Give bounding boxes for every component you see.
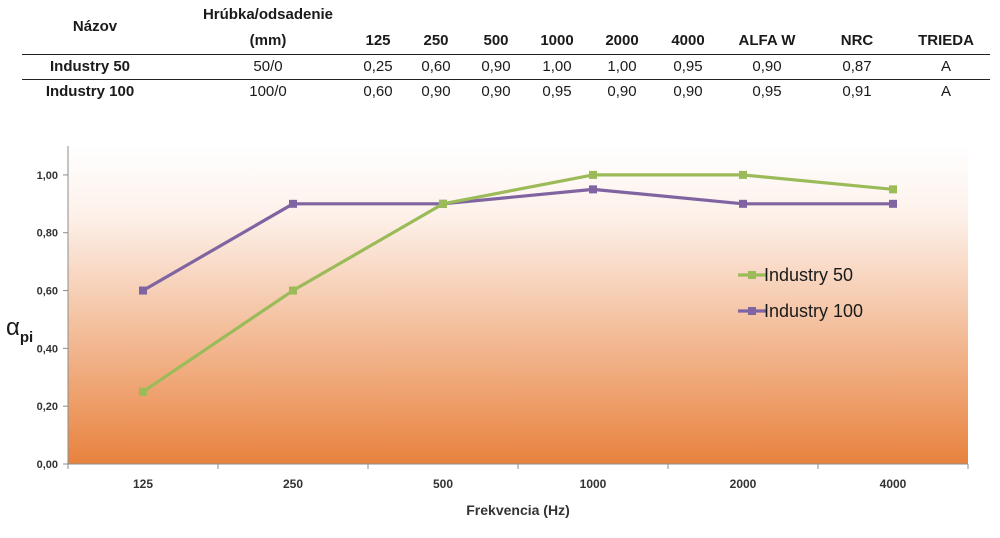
header-alfa-w: ALFA W: [738, 32, 796, 49]
y-tick-label: 1,00: [37, 170, 58, 182]
data-point: [139, 286, 147, 295]
y-tick-label: 0,80: [37, 228, 58, 240]
header-hrubka: Hrúbka/odsadenie: [202, 6, 334, 23]
legend-swatch-marker: [748, 307, 756, 315]
legend-swatch-marker: [748, 271, 756, 279]
y-axis-label-main: α: [6, 314, 20, 341]
x-tick-label: 4000: [880, 477, 907, 491]
plot-background: [68, 146, 968, 464]
row-nrc: 0,87: [842, 58, 872, 75]
series-line: [142, 173, 894, 394]
x-tick-label: 500: [433, 477, 453, 491]
row-nrc: 0,91: [842, 83, 872, 100]
row-value-500: 0,90: [481, 83, 511, 100]
table-rule-middle: [22, 79, 990, 80]
row-value-125: 0,60: [363, 83, 393, 100]
legend-item: Industry 100: [738, 301, 863, 321]
data-point: [439, 199, 447, 208]
data-point: [139, 387, 147, 396]
y-tick-label: 0,60: [37, 286, 58, 298]
header-trieda: TRIEDA: [918, 32, 974, 49]
row-value-4000: 0,90: [673, 83, 703, 100]
series-line: [142, 187, 893, 292]
row-value-250: 0,90: [421, 83, 451, 100]
row-value-1000: 0,95: [542, 83, 572, 100]
data-point: [589, 185, 597, 194]
row-thickness: 50/0: [253, 58, 283, 75]
data-point: [739, 199, 747, 208]
row-value-500: 0,90: [481, 58, 511, 75]
row-value-4000: 0,95: [673, 58, 703, 75]
absorption-chart: 0,00 0,20 0,40 0,60 0,80 1,00 125 250 500 1000 200…: [0, 118, 1000, 533]
data-point: [889, 185, 897, 194]
table-rule-top: [22, 54, 990, 55]
row-value-2000: 0,90: [607, 83, 637, 100]
row-thickness: 100/0: [249, 83, 287, 100]
header-1000: 1000: [540, 32, 574, 49]
legend-label: Industry 100: [764, 301, 863, 321]
absorption-chart-svg: 0,00 0,20 0,40 0,60 0,80 1,00 125 250 500 1000 200…: [6, 146, 969, 518]
series-0: [139, 170, 897, 396]
row-value-2000: 1,00: [607, 58, 637, 75]
x-tick-label: 250: [283, 477, 303, 491]
header-250: 250: [423, 32, 449, 49]
x-axis-label: Frekvencia (Hz): [466, 502, 569, 518]
data-point: [289, 286, 297, 295]
data-point: [739, 170, 747, 179]
x-tick-label: 1000: [580, 477, 607, 491]
y-tick-label: 0,20: [37, 401, 58, 413]
legend-item: Industry 50: [738, 265, 853, 285]
header-nazov: Názov: [72, 18, 118, 35]
x-tick-label: 125: [133, 477, 153, 491]
x-tick-label: 2000: [730, 477, 757, 491]
row-value-125: 0,25: [363, 58, 393, 75]
legend-label: Industry 50: [764, 265, 853, 285]
row-alfa-w: 0,90: [752, 58, 782, 75]
y-tick-label: 0,40: [37, 343, 58, 355]
acoustic-data-table: Názov Hrúbka/odsadenie (mm) 125 250 500 …: [0, 0, 1000, 110]
header-nrc: NRC: [840, 32, 874, 49]
row-name: Industry 100: [45, 83, 135, 100]
header-2000: 2000: [605, 32, 639, 49]
y-axis-label: αpi: [6, 314, 33, 346]
y-tick-label: 0,00: [37, 459, 58, 471]
data-point: [289, 199, 297, 208]
row-trieda: A: [940, 58, 952, 75]
data-point: [589, 170, 597, 179]
y-axis-label-subscript: pi: [20, 329, 33, 346]
row-value-1000: 1,00: [542, 58, 572, 75]
header-500: 500: [483, 32, 509, 49]
header-4000: 4000: [671, 32, 705, 49]
row-alfa-w: 0,95: [752, 83, 782, 100]
row-trieda: A: [940, 83, 952, 100]
row-name: Industry 50: [49, 58, 131, 75]
legend: Industry 50 Industry 100: [738, 265, 863, 321]
header-125: 125: [365, 32, 391, 49]
data-point: [889, 199, 897, 208]
row-value-250: 0,60: [421, 58, 451, 75]
header-mm: (mm): [249, 32, 287, 49]
